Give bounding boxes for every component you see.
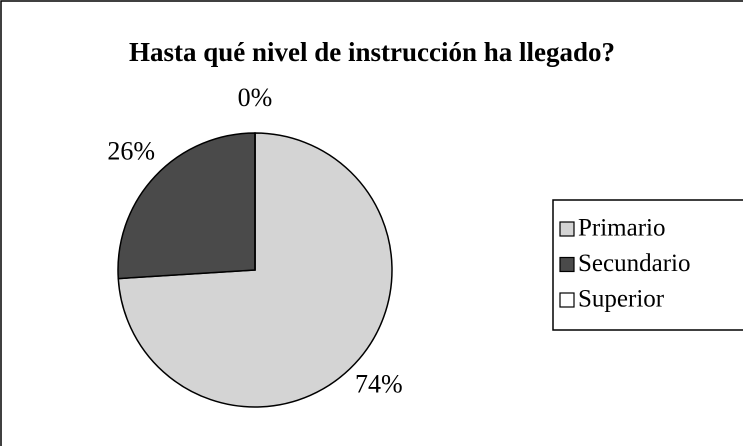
legend-label: Superior [578,286,665,313]
legend-swatch [559,256,575,273]
chart-title: Hasta qué nivel de instrucción ha llegad… [129,37,615,67]
legend-label: Primario [578,215,666,242]
legend-box [552,199,743,331]
legend-swatch [559,292,575,308]
data-label: 74% [355,369,403,398]
data-label: 0% [238,83,273,112]
pie-slice [117,132,256,280]
legend-label: Secundario [578,250,690,277]
data-label: 26% [107,137,155,166]
legend-swatch [559,221,575,237]
